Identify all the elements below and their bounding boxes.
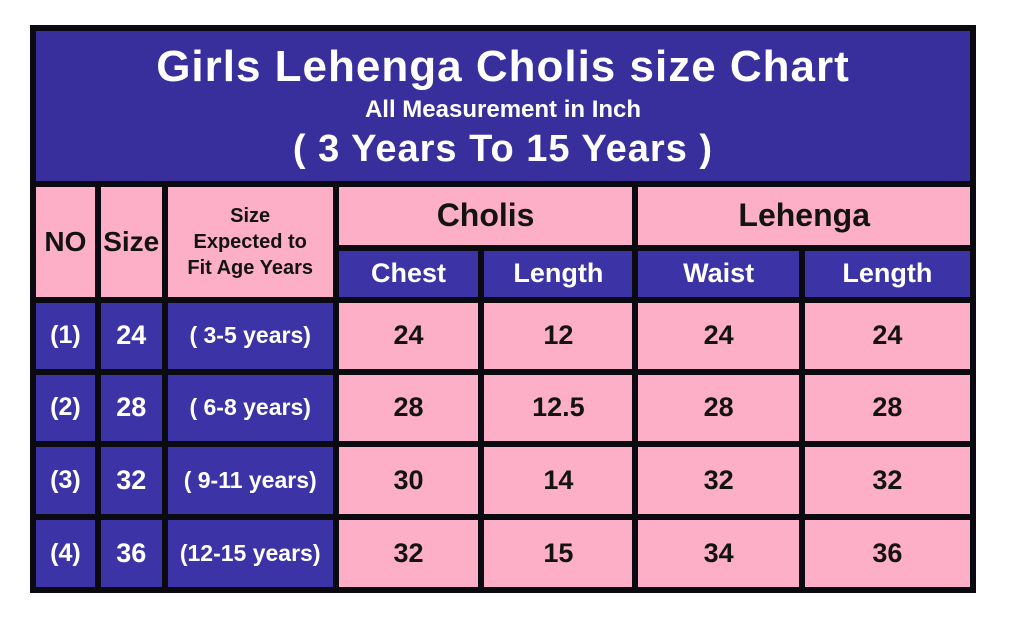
row3-chest: 30 [338, 447, 479, 514]
row2-lehenga-length: 28 [804, 375, 970, 441]
header-size: Size [100, 187, 162, 297]
header-group-lehenga: Lehenga [638, 187, 970, 245]
row4-cholis-length: 15 [484, 520, 633, 587]
header-lehenga-length: Length [804, 251, 970, 297]
title-band: Girls Lehenga Cholis size Chart All Meas… [36, 31, 970, 181]
row3-age: ( 9-11 years) [167, 447, 333, 514]
row1-cholis-length: 12 [484, 303, 633, 369]
header-age-expected: Size Expected to Fit Age Years [167, 187, 333, 297]
row4-age: (12-15 years) [167, 520, 333, 587]
row4-lehenga-length: 36 [804, 520, 970, 587]
row4-chest: 32 [338, 520, 479, 587]
header-group-cholis: Cholis [338, 187, 633, 245]
row2-no: (2) [36, 375, 95, 441]
row1-chest: 24 [338, 303, 479, 369]
row2-age: ( 6-8 years) [167, 375, 333, 441]
size-chart-table: Girls Lehenga Cholis size Chart All Meas… [30, 25, 976, 593]
row2-size: 28 [100, 375, 162, 441]
chart-title: Girls Lehenga Cholis size Chart [156, 41, 850, 91]
row1-size: 24 [100, 303, 162, 369]
row1-waist: 24 [638, 303, 799, 369]
row2-waist: 28 [638, 375, 799, 441]
row3-size: 32 [100, 447, 162, 514]
row2-chest: 28 [338, 375, 479, 441]
row1-age: ( 3-5 years) [167, 303, 333, 369]
header-waist: Waist [638, 251, 799, 297]
row3-no: (3) [36, 447, 95, 514]
row4-size: 36 [100, 520, 162, 587]
age-range-title: ( 3 Years To 15 Years ) [292, 127, 714, 170]
row4-waist: 34 [638, 520, 799, 587]
row1-lehenga-length: 24 [804, 303, 970, 369]
row3-lehenga-length: 32 [804, 447, 970, 514]
row2-cholis-length: 12.5 [484, 375, 633, 441]
row1-no: (1) [36, 303, 95, 369]
header-chest: Chest [338, 251, 479, 297]
header-no: NO [36, 187, 95, 297]
header-cholis-length: Length [484, 251, 633, 297]
row3-waist: 32 [638, 447, 799, 514]
row3-cholis-length: 14 [484, 447, 633, 514]
chart-subtitle: All Measurement in Inch [364, 95, 642, 123]
row4-no: (4) [36, 520, 95, 587]
